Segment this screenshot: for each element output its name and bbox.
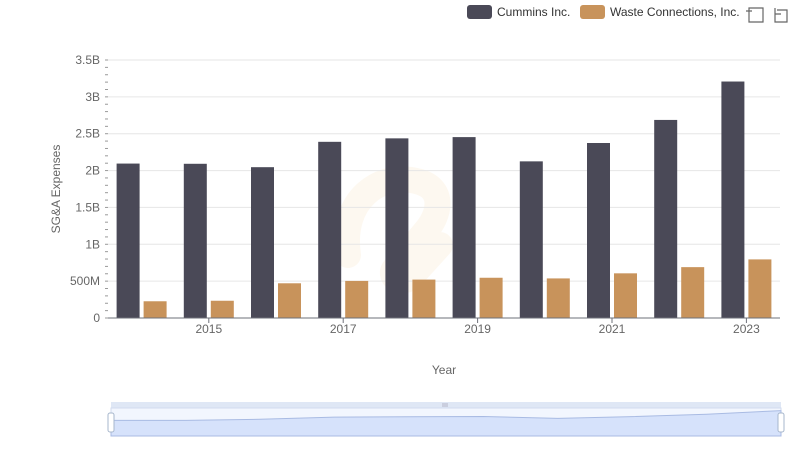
bar-cummins-2018 [385, 138, 409, 318]
y-tick-label: 3.5B [75, 53, 100, 67]
x-tick-label: 2019 [464, 322, 491, 336]
bar-waste-connections-2019 [479, 277, 503, 318]
bar-waste-connections-2022 [681, 267, 705, 318]
x-tick-label: 2017 [330, 322, 357, 336]
x-axis-title: Year [432, 363, 456, 377]
bars [116, 81, 772, 319]
bar-cummins-2016 [251, 167, 274, 318]
y-tick-label: 2B [85, 164, 100, 178]
legend-item-cummins[interactable]: Cummins Inc. [467, 5, 570, 19]
y-axis: 0 500M 1B 1.5B 2B 2.5B 3B 3.5B [70, 53, 108, 325]
bar-cummins-2017 [318, 141, 342, 318]
zoom-select-icon[interactable] [746, 7, 764, 23]
bar-waste-connections-2016 [278, 283, 301, 318]
legend-label: Waste Connections, Inc. [610, 5, 740, 19]
data-zoom-grip-icon[interactable] [442, 403, 448, 407]
bar-waste-connections-2015 [210, 300, 234, 318]
y-axis-title: SG&A Expenses [49, 145, 63, 234]
data-zoom-preview [110, 410, 782, 437]
legend-swatch [467, 5, 492, 19]
data-zoom-handle-right[interactable] [777, 412, 785, 433]
legend-swatch [580, 5, 605, 19]
y-tick-label: 1.5B [75, 200, 100, 214]
grid [108, 59, 780, 282]
bar-cummins-2014 [116, 163, 140, 318]
x-tick-label: 2021 [599, 322, 626, 336]
legend-item-waste-connections[interactable]: Waste Connections, Inc. [580, 5, 740, 19]
bar-cummins-2021 [587, 143, 610, 318]
y-tick-label: 3B [85, 90, 100, 104]
data-zoom-handle-left[interactable] [107, 412, 115, 433]
legend[interactable]: Cummins Inc. Waste Connections, Inc. [467, 5, 740, 19]
data-zoom-top-bar[interactable] [111, 402, 781, 408]
reset-zoom-icon[interactable] [774, 8, 788, 23]
bar-waste-connections-2020 [546, 278, 570, 318]
bar-waste-connections-2021 [614, 273, 637, 318]
bar-cummins-2015 [183, 163, 207, 318]
bar-waste-connections-2014 [143, 301, 167, 318]
bar-cummins-2023 [721, 81, 745, 319]
y-tick-label: 1B [85, 237, 100, 251]
data-zoom-slider[interactable] [107, 402, 785, 437]
bar-cummins-2020 [519, 161, 543, 318]
y-tick-label: 500M [70, 274, 100, 288]
legend-label: Cummins Inc. [497, 5, 570, 19]
bar-cummins-2022 [654, 119, 678, 318]
y-tick-label: 2.5B [75, 127, 100, 141]
bar-waste-connections-2023 [748, 259, 772, 318]
x-tick-label: 2023 [733, 322, 760, 336]
y-tick-label: 0 [93, 311, 100, 325]
bar-waste-connections-2018 [412, 279, 436, 318]
x-axis: 2015 2017 2019 2021 2023 [195, 318, 760, 336]
x-tick-label: 2015 [195, 322, 222, 336]
bar-waste-connections-2017 [345, 280, 369, 318]
bar-cummins-2019 [452, 137, 476, 318]
